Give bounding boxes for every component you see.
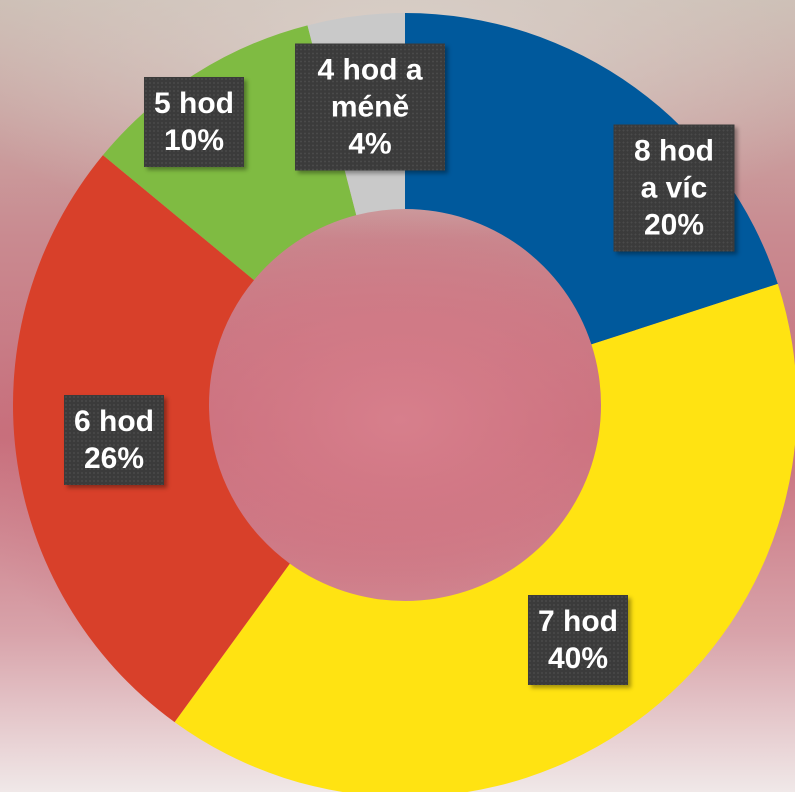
category-label: 6 hod: [74, 405, 154, 438]
value-label: 40%: [547, 642, 609, 675]
donut-slice: [174, 283, 795, 792]
value-label: 4%: [348, 127, 392, 161]
data-label: 8 hod a víc 20%: [613, 124, 735, 252]
data-label: 7 hod 40%: [528, 595, 628, 685]
data-label: 4 hod a méně 4%: [295, 43, 445, 171]
category-label: 5 hod: [154, 87, 234, 120]
donut-slice: [405, 13, 778, 345]
value-label: 10%: [163, 124, 225, 157]
value-label: 26%: [83, 442, 145, 475]
value-label: 20%: [643, 208, 705, 242]
data-label: 5 hod 10%: [144, 77, 244, 167]
data-label: 6 hod 26%: [64, 395, 164, 485]
category-label: 8 hod a víc: [634, 134, 714, 205]
category-label: 4 hod a méně: [317, 53, 423, 124]
category-label: 7 hod: [538, 605, 618, 638]
